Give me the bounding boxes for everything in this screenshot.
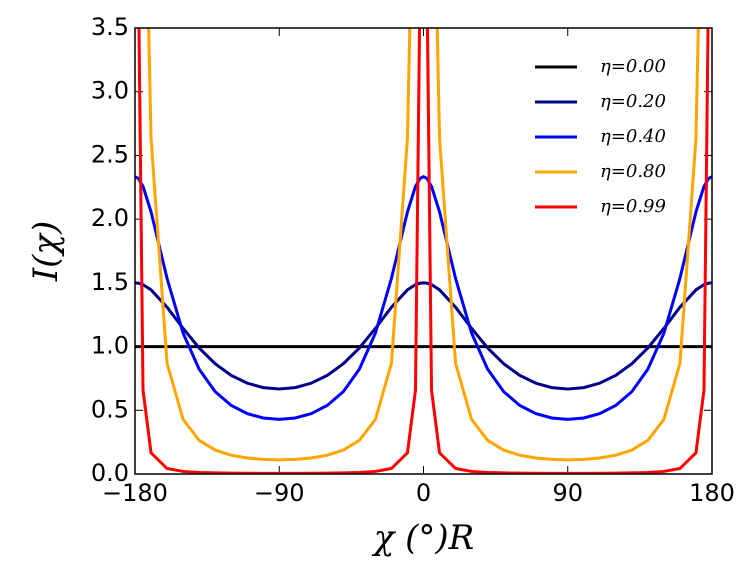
- x-tick-label: −180: [102, 479, 168, 507]
- series-line: [135, 281, 712, 391]
- legend-label: η=0.80: [600, 161, 666, 182]
- y-tick-label: 1.5: [91, 268, 129, 296]
- legend-label: η=0.40: [600, 126, 666, 147]
- x-tick-label: −90: [254, 479, 305, 507]
- series-line: [147, 28, 700, 462]
- y-tick-label: 1.0: [91, 332, 129, 360]
- y-tick-label: 0.5: [91, 395, 129, 423]
- legend-label: η=0.20: [600, 91, 666, 112]
- series-line: [137, 28, 710, 474]
- y-axis-label: I(χ): [26, 221, 66, 283]
- legend-label: η=0.99: [600, 196, 666, 217]
- series-line: [135, 174, 712, 421]
- x-tick-label: 90: [552, 479, 583, 507]
- plot-frame: [134, 27, 713, 475]
- y-tick-label: 2.0: [91, 204, 129, 232]
- x-tick-label: 0: [416, 479, 431, 507]
- y-tick-label: 0.0: [91, 459, 129, 487]
- x-tick-label: 180: [689, 479, 735, 507]
- legend-label: η=0.00: [600, 56, 666, 77]
- y-tick-label: 2.5: [91, 140, 129, 168]
- x-axis-label: χ (°)R: [372, 518, 475, 558]
- y-tick-label: 3.5: [91, 13, 129, 41]
- y-tick-label: 3.0: [91, 77, 129, 105]
